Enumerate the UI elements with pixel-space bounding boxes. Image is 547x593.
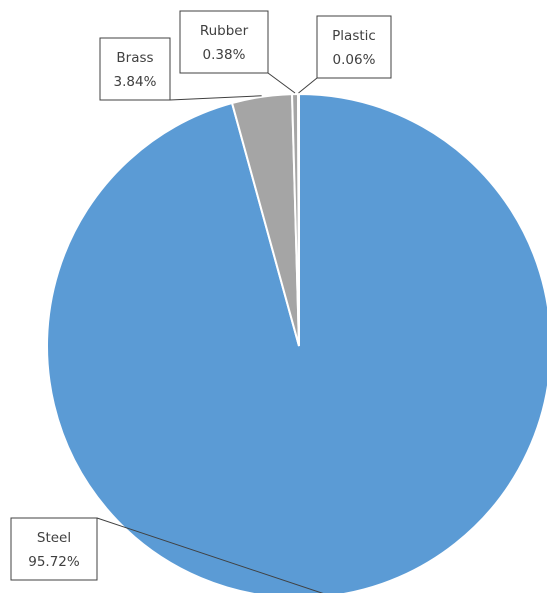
data-label-category-plastic: Plastic bbox=[332, 28, 376, 44]
leader-line-plastic bbox=[298, 77, 318, 94]
data-label-value-rubber: 0.38% bbox=[203, 47, 246, 63]
pie-slice-steel bbox=[46, 92, 547, 593]
data-label-box-rubber bbox=[179, 10, 269, 74]
data-label-box-brass bbox=[99, 37, 171, 101]
pie-data-labels: Steel 95.72% Brass 3.84% Rubber 0.38% Plastic 0… bbox=[10, 10, 392, 593]
leader-line-rubber bbox=[267, 72, 296, 94]
leader-line-steel bbox=[96, 517, 324, 593]
data-label-value-steel: 95.72% bbox=[28, 554, 80, 570]
data-label-box-steel bbox=[10, 517, 98, 581]
data-label-value-plastic: 0.06% bbox=[333, 52, 376, 68]
data-label-category-steel: Steel bbox=[37, 530, 71, 546]
data-label-category-rubber: Rubber bbox=[200, 23, 249, 39]
data-label-box-plastic bbox=[316, 15, 392, 79]
pie-slice-plastic bbox=[297, 92, 300, 347]
pie-slices bbox=[46, 92, 547, 593]
leader-line-brass bbox=[169, 95, 262, 101]
data-label-value-brass: 3.84% bbox=[114, 74, 157, 90]
data-label-category-brass: Brass bbox=[116, 50, 153, 66]
